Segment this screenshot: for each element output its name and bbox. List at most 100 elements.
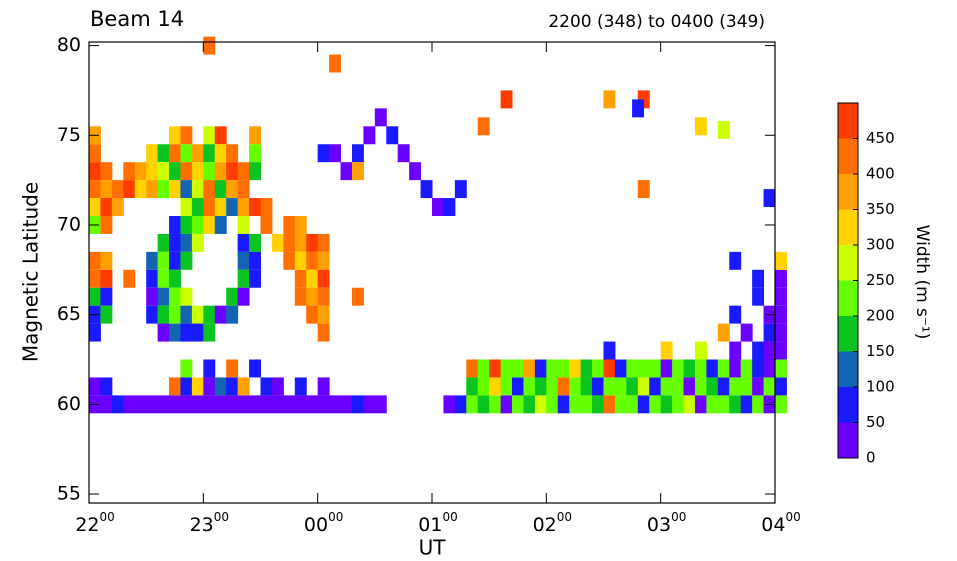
- data-cell: [271, 233, 284, 252]
- data-cell: [775, 341, 787, 360]
- data-cell: [637, 395, 650, 414]
- data-cell: [317, 269, 330, 288]
- colorbar-label: Width (m s⁻¹): [912, 225, 932, 340]
- colorbar-tick-label: 150: [866, 342, 895, 360]
- data-cell: [649, 359, 662, 378]
- data-cell: [632, 99, 645, 118]
- data-cell: [283, 251, 296, 270]
- data-cell: [294, 377, 307, 396]
- data-cell: [317, 287, 330, 306]
- data-cell: [626, 359, 639, 378]
- data-cell: [775, 323, 787, 342]
- data-cell: [294, 287, 307, 306]
- x-tick-label: 0100: [418, 510, 457, 536]
- data-cell: [237, 180, 250, 199]
- data-cell: [752, 341, 765, 360]
- data-cell: [477, 117, 490, 136]
- data-cell: [180, 215, 193, 234]
- data-cell: [614, 377, 627, 396]
- data-cell: [512, 395, 524, 414]
- data-cell: [592, 395, 604, 414]
- data-cell: [249, 162, 261, 181]
- data-cell: [237, 269, 250, 288]
- data-cell: [89, 269, 101, 288]
- data-cell: [226, 377, 239, 396]
- data-cell: [203, 395, 216, 414]
- data-cell: [100, 198, 113, 216]
- data-cell: [237, 287, 250, 306]
- data-cell: [500, 395, 513, 414]
- data-cell: [100, 162, 113, 181]
- data-cell: [500, 90, 513, 109]
- data-cell: [226, 359, 239, 378]
- data-cell: [775, 305, 787, 324]
- data-cell: [294, 395, 307, 414]
- data-cell: [89, 162, 101, 181]
- data-cell: [180, 198, 193, 216]
- data-cell: [214, 180, 227, 199]
- data-cell: [351, 395, 364, 414]
- chart-title: Beam 14: [90, 7, 184, 31]
- data-cell: [523, 359, 536, 378]
- data-cell: [134, 395, 147, 414]
- data-cell: [237, 198, 250, 216]
- data-cell: [317, 144, 330, 163]
- data-cell: [523, 395, 536, 414]
- data-cell: [306, 305, 319, 324]
- data-cell: [169, 323, 181, 342]
- data-cell: [203, 36, 216, 55]
- data-cell: [306, 269, 319, 288]
- data-cell: [180, 162, 193, 181]
- data-cell: [191, 215, 204, 234]
- data-cell: [203, 377, 216, 396]
- data-cell: [306, 395, 319, 414]
- plot-frame: [88, 41, 776, 504]
- data-cell: [717, 120, 730, 139]
- data-cell: [191, 180, 204, 199]
- data-cell: [157, 395, 170, 414]
- data-cell: [271, 395, 284, 414]
- data-cell: [534, 359, 547, 378]
- x-tick-label: 2200: [75, 510, 114, 536]
- data-cell: [694, 117, 707, 136]
- data-cell: [557, 377, 570, 396]
- data-cell: [89, 377, 101, 396]
- data-cell: [249, 359, 261, 378]
- data-cell: [740, 323, 753, 342]
- data-cell: [169, 251, 181, 270]
- data-cell: [763, 341, 776, 360]
- x-tick-label: 0200: [533, 510, 572, 536]
- data-cell: [546, 359, 559, 378]
- data-cell: [752, 359, 765, 378]
- data-cell: [157, 180, 170, 199]
- data-cell: [249, 251, 261, 270]
- data-cell: [523, 377, 536, 396]
- data-cell: [294, 251, 307, 270]
- data-cell: [317, 377, 330, 396]
- data-cell: [466, 395, 479, 414]
- data-cell: [226, 395, 239, 414]
- data-cell: [683, 359, 696, 378]
- data-cell: [214, 162, 227, 181]
- data-cell: [317, 251, 330, 270]
- data-cell: [317, 305, 330, 324]
- data-cell: [260, 198, 273, 216]
- data-cell: [603, 377, 616, 396]
- data-cell: [100, 287, 113, 306]
- data-cell: [717, 395, 730, 414]
- data-cell: [660, 359, 673, 378]
- data-cell: [169, 215, 181, 234]
- y-tick-label: 60: [57, 393, 81, 415]
- data-cell: [89, 251, 101, 270]
- x-tick-minute: 00: [671, 510, 686, 524]
- data-cell: [740, 395, 753, 414]
- data-cell: [180, 233, 193, 252]
- colorbar-tick-label: 200: [866, 307, 895, 325]
- data-cell: [500, 359, 513, 378]
- data-cell: [637, 377, 650, 396]
- data-cell: [191, 323, 204, 342]
- data-cell: [294, 215, 307, 234]
- data-cell: [294, 233, 307, 252]
- data-cell: [637, 180, 650, 199]
